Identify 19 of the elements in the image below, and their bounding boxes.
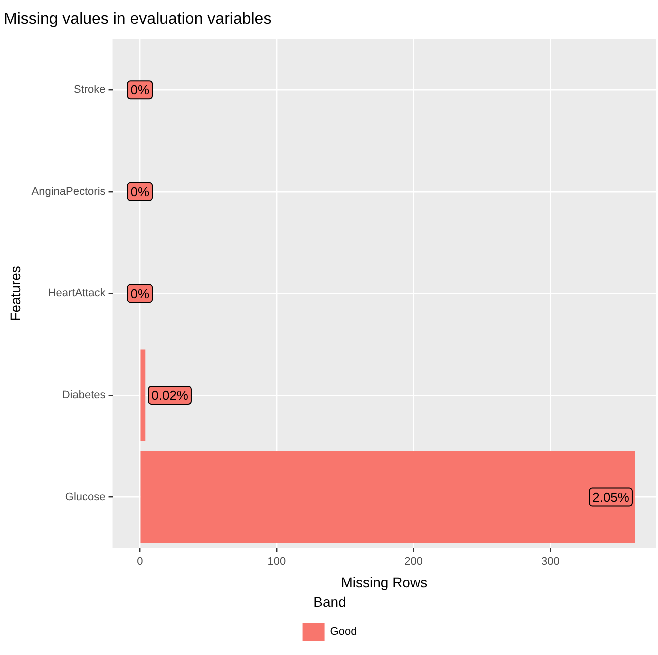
annotation: 2.05% xyxy=(592,490,630,505)
annotation: 0% xyxy=(130,82,150,98)
annotation: 0.02% xyxy=(152,388,189,404)
x-tick-label: 200 xyxy=(404,556,423,568)
y-tick-label: AnginaPectoris xyxy=(32,186,106,198)
y-axis-title: Features xyxy=(7,266,24,322)
x-tick-label: 100 xyxy=(268,556,286,568)
x-tick-label: 0 xyxy=(137,556,144,568)
annotation: 0% xyxy=(130,184,150,200)
y-tick-label: HeartAttack xyxy=(48,288,106,300)
y-tick-label: Diabetes xyxy=(62,390,106,402)
y-tick-label: Glucose xyxy=(65,491,106,504)
y-tick-label: Stroke xyxy=(74,84,106,96)
legend-title: Band xyxy=(314,594,346,610)
legend-label: Good xyxy=(330,626,358,638)
annotation: 0% xyxy=(130,286,150,302)
chart-title: Missing values in evaluation variables xyxy=(4,11,272,28)
x-tick-label: 300 xyxy=(541,556,560,568)
x-axis-title: Missing Rows xyxy=(341,574,428,591)
